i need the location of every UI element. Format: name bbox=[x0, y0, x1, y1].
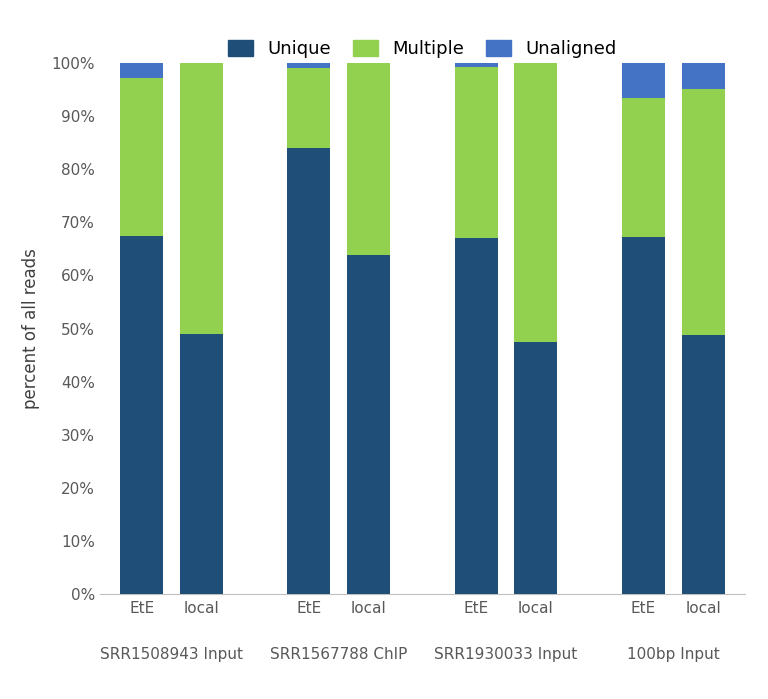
Bar bbox=[347, 255, 390, 594]
Bar bbox=[515, 63, 558, 342]
Bar bbox=[287, 63, 330, 69]
Bar bbox=[287, 148, 330, 594]
Bar bbox=[515, 342, 558, 594]
Text: SRR1508943 Input: SRR1508943 Input bbox=[100, 647, 243, 662]
Bar bbox=[682, 89, 725, 335]
Bar bbox=[682, 335, 725, 594]
Bar bbox=[622, 237, 665, 594]
Bar bbox=[120, 63, 163, 78]
Bar bbox=[120, 78, 163, 236]
Bar bbox=[287, 69, 330, 148]
Legend: Unique, Multiple, Unaligned: Unique, Multiple, Unaligned bbox=[223, 35, 622, 64]
Text: SRR1930033 Input: SRR1930033 Input bbox=[435, 647, 578, 662]
Bar bbox=[622, 63, 665, 98]
Bar bbox=[622, 98, 665, 237]
Bar bbox=[455, 66, 498, 238]
Bar bbox=[455, 63, 498, 66]
Text: 100bp Input: 100bp Input bbox=[627, 647, 720, 662]
Bar bbox=[180, 334, 223, 594]
Bar bbox=[682, 63, 725, 89]
Bar bbox=[120, 236, 163, 594]
Y-axis label: percent of all reads: percent of all reads bbox=[22, 248, 41, 409]
Bar bbox=[347, 63, 390, 255]
Text: SRR1567788 ChIP: SRR1567788 ChIP bbox=[270, 647, 408, 662]
Bar bbox=[180, 63, 223, 334]
Bar bbox=[455, 238, 498, 594]
